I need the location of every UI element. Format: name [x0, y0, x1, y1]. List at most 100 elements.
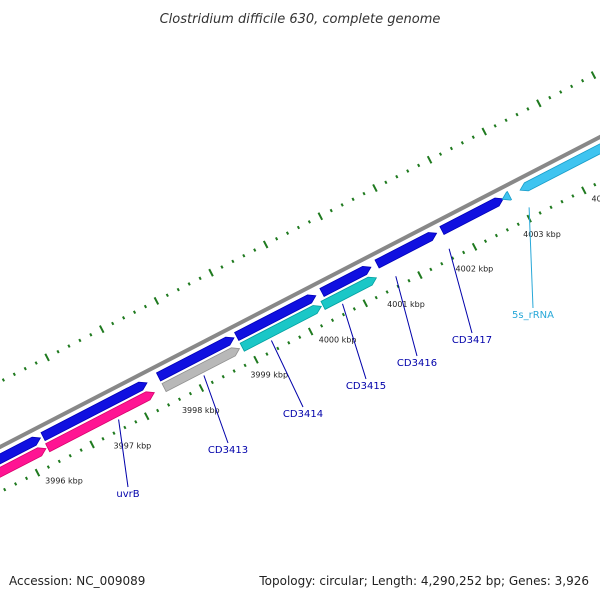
cds-forward-arrow: [439, 197, 504, 236]
tick-mark: [56, 349, 60, 354]
tick-mark: [560, 199, 564, 204]
tick-mark: [329, 208, 333, 213]
accession-text: Accession: NC_009089: [9, 574, 146, 588]
tick-mark: [210, 380, 214, 385]
tick-mark: [78, 338, 82, 343]
tick-mark: [276, 346, 280, 351]
cds-forward-arrow: [374, 232, 438, 269]
tick-mark: [275, 237, 279, 241]
gene-label: CD3413: [208, 445, 248, 456]
tick-mark: [123, 425, 127, 430]
tick-mark: [14, 482, 18, 486]
tick-mark: [287, 341, 291, 345]
tick-mark: [144, 412, 150, 421]
tick-mark: [23, 366, 27, 371]
tick-mark: [262, 240, 269, 249]
tick-mark: [177, 397, 182, 402]
cds-uvrB-arrow: [0, 447, 47, 478]
gene-label: CD3414: [283, 409, 323, 420]
tick-mark: [208, 268, 214, 277]
tick-mark: [559, 90, 563, 94]
tick-mark: [505, 228, 509, 232]
gene-leader-line: [448, 248, 473, 334]
cds-forward-arrow: [0, 436, 42, 465]
tick-mark: [143, 304, 148, 309]
tick-mark: [471, 135, 475, 139]
tick-mark: [111, 321, 115, 326]
tick-mark: [165, 293, 169, 298]
tick-mark: [526, 107, 530, 111]
tick-mark: [187, 282, 191, 286]
gene-label: CD3416: [397, 358, 437, 369]
tick-mark: [167, 403, 171, 407]
tick-mark: [156, 408, 160, 413]
tick-mark: [285, 231, 290, 235]
gene-leader-line: [395, 276, 418, 357]
gene-label: 5s_rRNA: [512, 310, 554, 321]
tick-mark: [449, 146, 454, 151]
tick-mark: [548, 95, 552, 100]
tick-mark: [580, 78, 585, 83]
kbp-scale-label: 3996 kbp: [45, 477, 83, 486]
tick-mark: [590, 71, 597, 80]
gene-label: CD3417: [452, 335, 492, 346]
tick-mark: [406, 169, 410, 173]
cds-forward-arrow: [319, 265, 372, 298]
tick-mark: [570, 84, 574, 89]
tick-mark: [242, 253, 246, 258]
tick-mark: [460, 141, 464, 145]
tick-mark: [451, 256, 455, 260]
tick-mark: [493, 124, 497, 128]
tick-mark: [483, 239, 488, 243]
kbp-scale-label: 4000 kbp: [319, 335, 357, 344]
tick-mark: [231, 259, 235, 264]
tick-mark: [494, 233, 498, 238]
gene-label: CD3415: [346, 381, 386, 392]
tick-mark: [198, 276, 202, 281]
cds-CD3415-arrow: [320, 276, 378, 310]
rrna-arrow: [519, 143, 600, 192]
cds-uvrB-arrow: [45, 391, 155, 453]
tick-mark: [317, 212, 324, 221]
tick-mark: [307, 327, 314, 336]
tick-mark: [220, 265, 224, 269]
tick-mark: [101, 437, 105, 441]
tick-mark: [57, 459, 61, 464]
tick-mark: [362, 191, 366, 196]
tick-mark: [79, 448, 83, 452]
cds-forward-arrow: [155, 336, 235, 382]
gene-leader-line: [342, 303, 367, 380]
tick-mark: [89, 440, 95, 449]
tick-mark: [1, 378, 5, 382]
tick-mark: [307, 220, 311, 224]
tick-mark: [426, 155, 433, 164]
tick-mark: [134, 420, 138, 424]
gene-label: uvrB: [116, 489, 139, 500]
map-layer: 3996 kbp 3997 kbp 3998 kbp 3999 kbp 4000 kbp…: [0, 71, 600, 500]
tick-mark: [89, 332, 93, 337]
gene-leader-line: [528, 207, 534, 309]
tick-mark: [12, 372, 16, 377]
tick-mark: [24, 476, 29, 481]
tick-mark: [153, 296, 160, 305]
tick-mark: [232, 369, 236, 373]
tick-mark: [440, 261, 444, 266]
tick-mark: [122, 316, 126, 320]
gene-leader-line: [118, 419, 129, 488]
tick-mark: [438, 152, 443, 156]
tick-mark: [253, 248, 257, 252]
tick-mark: [34, 361, 38, 365]
kbp-scale-label: 4004 kbp: [592, 194, 600, 203]
tick-mark: [298, 335, 302, 339]
tick-mark: [253, 355, 259, 364]
cds-forward-arrow: [40, 381, 148, 442]
tick-mark: [188, 391, 193, 396]
tick-mark: [417, 163, 421, 168]
tick-mark: [549, 205, 553, 210]
rrna-small-arrow: [501, 191, 513, 201]
tick-mark: [132, 310, 137, 314]
kbp-scale-label: 4002 kbp: [456, 265, 494, 274]
tick-mark: [296, 225, 301, 230]
tick-mark: [221, 374, 225, 379]
